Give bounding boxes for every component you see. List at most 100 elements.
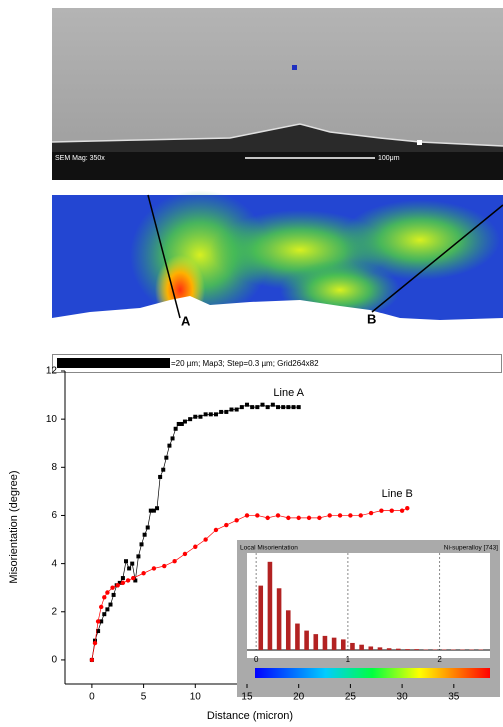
point (348, 513, 353, 518)
bar (386, 648, 392, 650)
x-tick-label: 2 (437, 655, 442, 664)
y-tick-label: 6 (51, 510, 57, 521)
x-tick-label: 25 (345, 692, 357, 703)
point (105, 607, 110, 612)
point (120, 580, 126, 586)
point (244, 513, 250, 518)
line-a-trace (147, 194, 181, 319)
x-tick-label: 30 (397, 692, 409, 703)
point (260, 402, 265, 407)
point (296, 515, 301, 521)
point (250, 405, 255, 410)
y-tick-label: 8 (51, 462, 57, 473)
map-caption: =20 µm; Map3; Step=0.3 µm; Grid264x82 (171, 359, 319, 368)
y-tick-label: 0 (51, 655, 57, 666)
bar (350, 642, 355, 650)
point (281, 405, 286, 410)
point (399, 508, 405, 513)
point (213, 527, 219, 533)
map-unindexed (52, 296, 503, 330)
inset-subtitle: Ni-superalloy [743] (444, 545, 498, 552)
x-tick-label: 0 (89, 692, 95, 703)
x-tick-label: 5 (141, 692, 147, 703)
point (127, 566, 132, 571)
point (317, 515, 322, 521)
point (208, 412, 213, 417)
point (327, 513, 332, 518)
bar (258, 585, 264, 650)
point (255, 513, 260, 518)
bar (295, 623, 300, 650)
point (110, 585, 115, 590)
point (167, 443, 172, 448)
point (255, 405, 260, 410)
sem-scale-label: 100μm (378, 155, 400, 162)
point (142, 532, 147, 537)
point (105, 590, 110, 595)
x-tick-label: 10 (190, 692, 202, 703)
point (379, 508, 384, 513)
bar (414, 649, 419, 650)
point (96, 629, 101, 634)
point (131, 575, 136, 581)
point (286, 515, 291, 521)
point (296, 405, 301, 410)
point (117, 580, 122, 585)
bar (331, 637, 337, 650)
point (130, 561, 135, 566)
bar (340, 639, 346, 650)
point (405, 506, 410, 511)
point (337, 513, 343, 518)
point (276, 405, 281, 410)
bar (285, 610, 291, 650)
bar (304, 630, 309, 650)
x-tick-label: 20 (293, 692, 305, 703)
point (151, 508, 156, 513)
point (162, 563, 167, 569)
point (173, 426, 178, 431)
sem-surface (51, 123, 503, 147)
map-region (340, 200, 500, 280)
y-tick-label: 12 (46, 366, 58, 377)
point (108, 602, 113, 607)
point (198, 414, 203, 419)
x-tick-label: 0 (254, 655, 259, 664)
x-axis-label: Distance (micron) (207, 710, 293, 722)
map-label: A (181, 313, 191, 328)
point (358, 513, 363, 518)
point (203, 537, 208, 542)
point (99, 619, 104, 624)
point (164, 455, 169, 460)
point (155, 506, 160, 511)
point (389, 508, 394, 513)
bar (313, 634, 319, 650)
sem-label: SEM Mag: 350x (55, 155, 105, 162)
caption-scale-bar (57, 358, 170, 368)
point (120, 576, 125, 581)
point (102, 612, 107, 617)
y-axis-label: Misorientation (degree) (8, 470, 20, 583)
point (306, 515, 312, 521)
y-tick-label: 10 (46, 414, 58, 425)
point (275, 513, 281, 518)
point (133, 578, 138, 583)
inset-title: Local Misorientation (240, 545, 298, 552)
y-tick-label: 4 (51, 558, 57, 569)
sem-info-bar (52, 152, 503, 180)
point (239, 405, 244, 410)
point (368, 510, 374, 516)
point (176, 421, 181, 426)
line-b-trace (371, 204, 503, 313)
point (291, 405, 296, 410)
point (102, 595, 107, 600)
point (234, 407, 239, 412)
sem-marker (292, 65, 297, 70)
point (148, 508, 153, 513)
point (95, 619, 101, 624)
point (224, 522, 229, 528)
point (265, 405, 270, 410)
point (219, 409, 224, 414)
point (193, 414, 198, 419)
bar (368, 646, 374, 650)
